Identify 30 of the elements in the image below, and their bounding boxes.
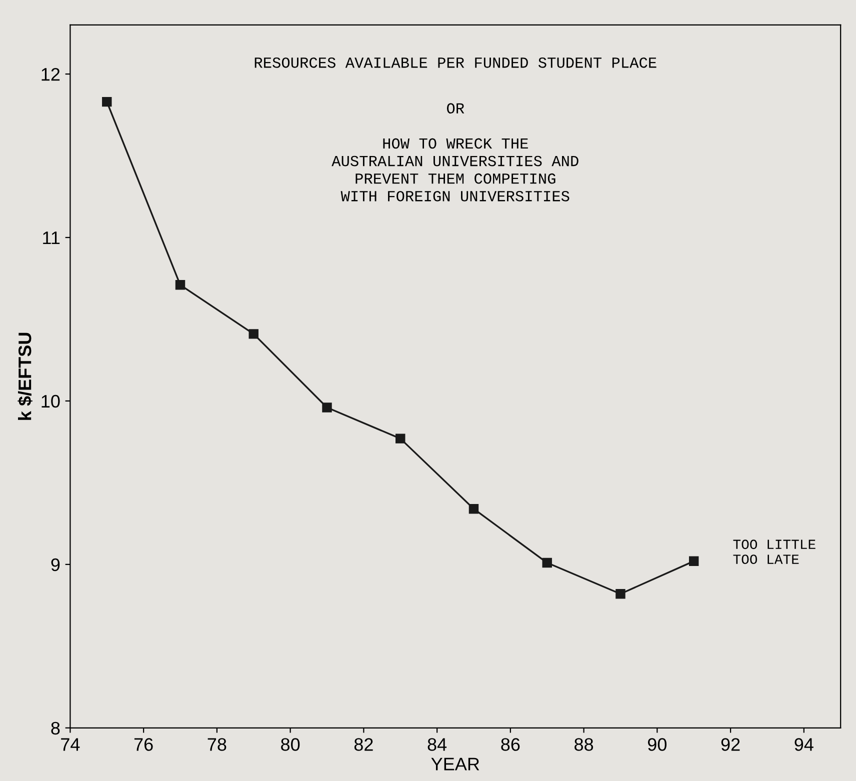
x-tick-label: 86	[501, 738, 520, 751]
x-tick-label: 88	[574, 738, 594, 751]
x-tick-label: 78	[208, 738, 226, 751]
point	[396, 434, 406, 444]
point	[248, 329, 258, 339]
point	[616, 588, 626, 599]
x-tick-label: 82	[354, 738, 373, 751]
y-tick-label: 9	[51, 558, 60, 572]
x-tick-label: 80	[281, 738, 300, 751]
y-tick-label: 12	[42, 68, 60, 81]
x-tick-label: 94	[794, 738, 814, 751]
y-axis-title: k $/EFTSU	[18, 332, 32, 420]
point	[102, 96, 112, 107]
point	[468, 504, 479, 514]
point	[175, 280, 186, 290]
x-tick-label: 76	[134, 738, 153, 751]
y-tick-label: 10	[42, 394, 60, 408]
y-tick-label: 11	[43, 232, 60, 244]
x-tick-label: 92	[721, 738, 740, 751]
y-tick-label: 8	[51, 722, 60, 735]
x-tick-label: 84	[428, 738, 447, 751]
annotation: TOO LITTLE TOO LATE	[733, 540, 816, 564]
x-tick-label: 90	[648, 738, 666, 751]
point	[542, 558, 552, 568]
text: OR HOW TO WRECK THE AUSTRALIAN UNIVERSITIES AND PREVENT THEM COMPETING WITH FOREIGN UNIVERSITIES	[332, 103, 578, 202]
point	[688, 556, 699, 566]
x-axis-title: YEAR	[431, 758, 480, 770]
text: RESOURCES AVAILABLE PER FUNDED STUDENT PLACE	[254, 57, 656, 68]
point	[322, 402, 332, 412]
x-tick-label: 74	[61, 738, 80, 751]
